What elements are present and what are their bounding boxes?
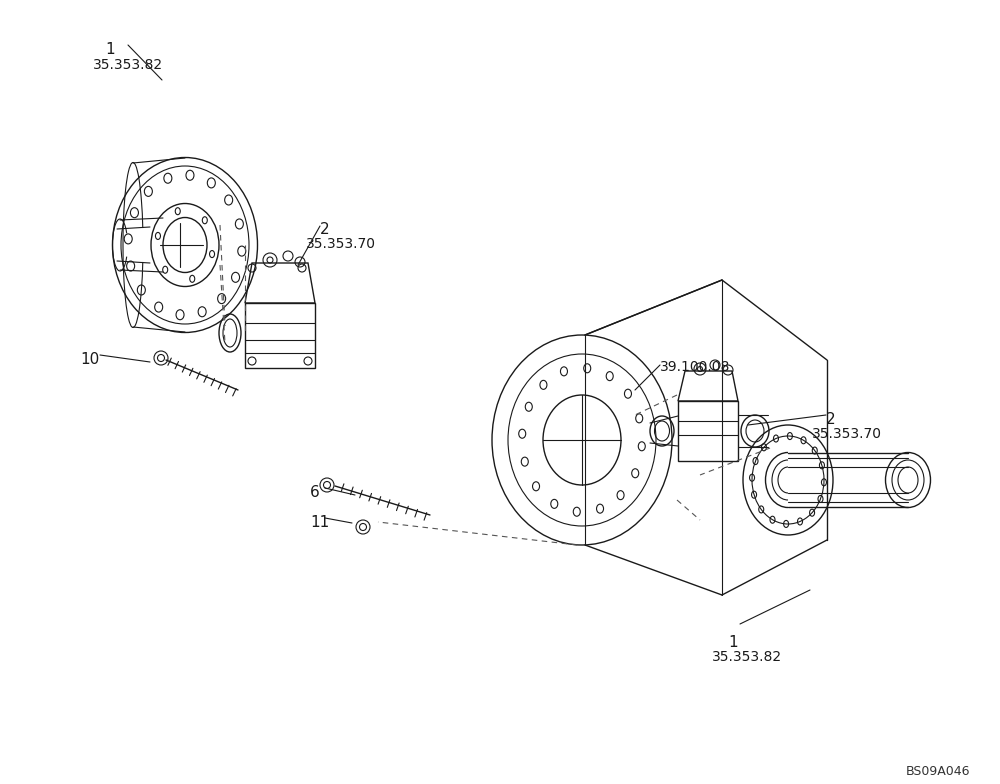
Text: 39.100.08: 39.100.08: [660, 360, 730, 374]
Text: 1: 1: [105, 42, 115, 57]
Text: 2: 2: [320, 222, 330, 237]
Text: 11: 11: [310, 515, 329, 530]
Text: 2: 2: [826, 412, 836, 427]
Text: BS09A046: BS09A046: [906, 765, 970, 778]
Text: 35.353.70: 35.353.70: [306, 237, 376, 251]
Text: 35.353.82: 35.353.82: [93, 58, 163, 72]
Text: 35.353.70: 35.353.70: [812, 427, 882, 441]
Text: 1: 1: [728, 635, 738, 650]
Text: 35.353.82: 35.353.82: [712, 650, 782, 664]
Text: 6: 6: [310, 485, 320, 500]
Text: 10: 10: [80, 352, 99, 367]
